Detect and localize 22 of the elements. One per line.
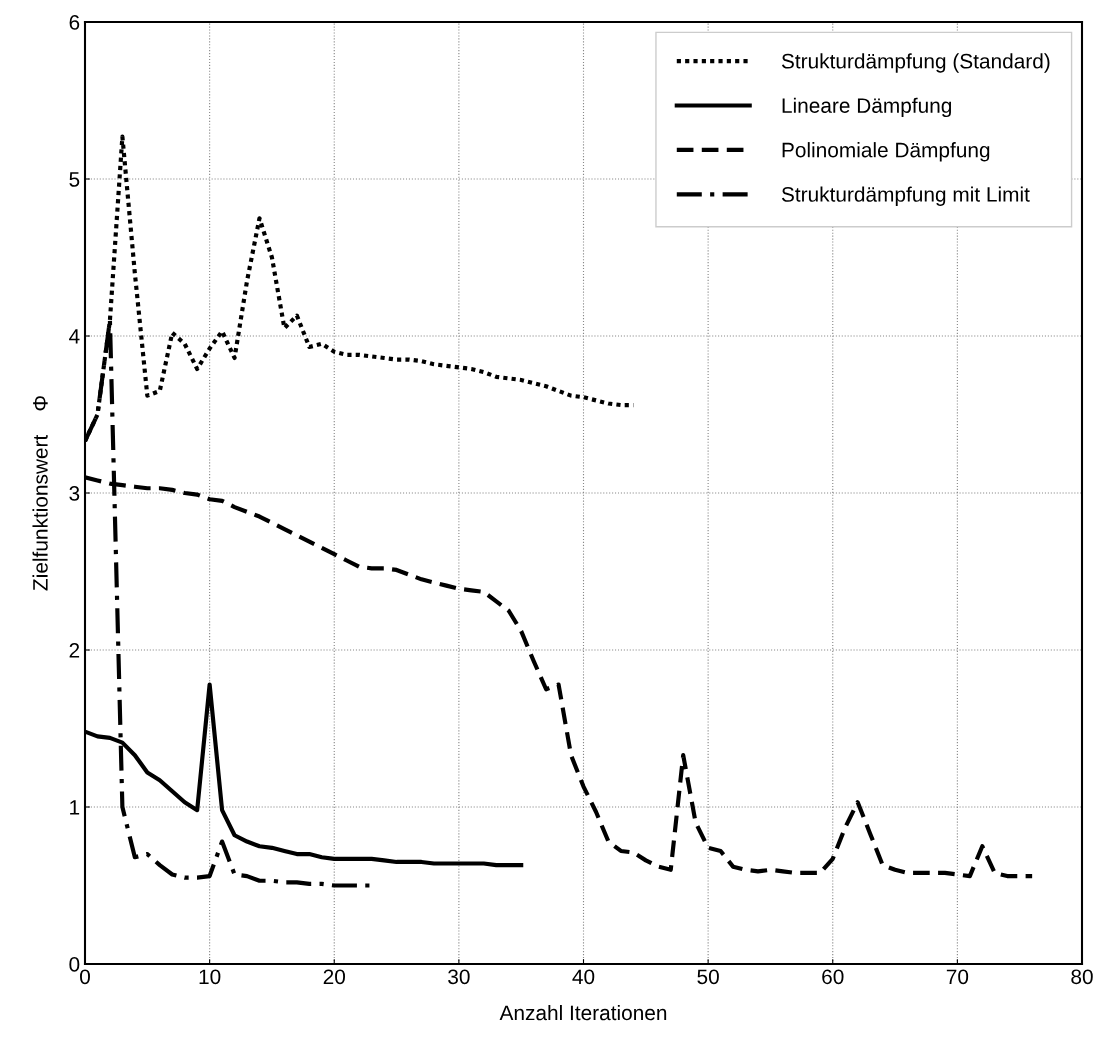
x-tick-label: 0 — [80, 969, 90, 985]
legend-label: Polinomiale Dämpfung — [782, 142, 990, 162]
y-tick-label: 2 — [69, 643, 80, 658]
legend-label: Strukturdämpfung mit Limit — [781, 186, 1030, 206]
y-tick-label: 3 — [69, 486, 80, 501]
y-tick-label: 5 — [69, 172, 80, 187]
y-tick-label: 0 — [69, 957, 80, 972]
legend-label: Lineare Dämpfung — [782, 97, 952, 118]
x-tick-label: 30 — [448, 969, 470, 985]
y-tick-label: 4 — [69, 329, 80, 344]
x-tick-label: 50 — [697, 969, 719, 985]
y-tick-label: 1 — [70, 800, 80, 815]
legend-label: Strukturdämpfung (Standard) — [781, 53, 1050, 73]
x-tick-label: 80 — [1071, 969, 1093, 985]
x-tick-label: 60 — [822, 969, 844, 985]
y-axis-title: Zielfunktionswert Φ — [32, 396, 48, 591]
y-tick-label: 6 — [69, 15, 80, 30]
x-tick-label: 10 — [199, 969, 221, 985]
x-axis-title: Anzahl Iterationen — [499, 1004, 667, 1021]
x-tick-label: 70 — [946, 969, 969, 985]
x-tick-label: 40 — [572, 969, 595, 985]
x-tick-label: 20 — [323, 969, 346, 985]
